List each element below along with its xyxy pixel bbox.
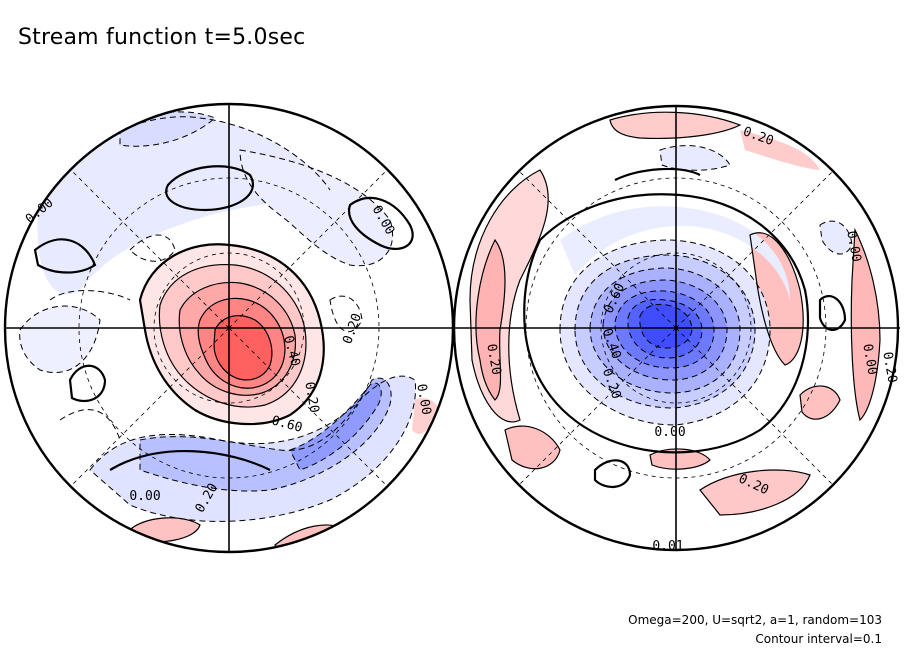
right-pos-region <box>650 448 710 470</box>
right-neg-region <box>560 206 790 300</box>
left-neg-region <box>240 150 393 266</box>
contour-label: 0.00 <box>654 425 685 440</box>
left-pos-region <box>132 517 200 542</box>
right-pos-region <box>610 112 740 139</box>
right-pos-region <box>740 130 820 170</box>
right-pos-region <box>700 470 810 515</box>
contour-label: 0.00 <box>843 230 863 263</box>
right-hemisphere-panel <box>452 104 900 552</box>
left-neg-region <box>290 383 382 470</box>
contour-label: 0.20 <box>301 381 321 414</box>
right-neg-region <box>820 221 852 255</box>
left-neg-region <box>19 306 100 373</box>
contour-label: 0.20 <box>483 343 503 376</box>
right-grid-meridians <box>517 169 835 487</box>
contour-label: 0.20 <box>879 351 899 384</box>
left-grid-meridians <box>69 168 389 488</box>
right-pos-region <box>851 230 880 420</box>
right-pos-region <box>505 426 560 469</box>
parameters-note: Omega=200, U=sqrt2, a=1, random=103 <box>628 613 882 627</box>
right-pos-contours <box>469 111 881 516</box>
contour-label: 0.00 <box>859 343 879 376</box>
left-zero-contours <box>33 165 414 471</box>
right-zero-contours <box>523 167 847 488</box>
left-neg-region <box>140 378 392 491</box>
right-pos-region <box>800 385 840 420</box>
contour-label: 0.00 <box>413 383 433 416</box>
right-pos-region <box>750 232 804 365</box>
left-pos-region <box>412 398 440 434</box>
contour-label: 0.00 <box>129 489 160 504</box>
contour-interval-note: Contour interval=0.1 <box>755 632 882 646</box>
right-pos-region <box>475 240 505 400</box>
right-neg-region <box>660 145 730 171</box>
contour-label: 0.01 <box>652 539 683 554</box>
right-neg-region <box>639 304 692 348</box>
chart-title: Stream function t=5.0sec <box>18 25 306 50</box>
